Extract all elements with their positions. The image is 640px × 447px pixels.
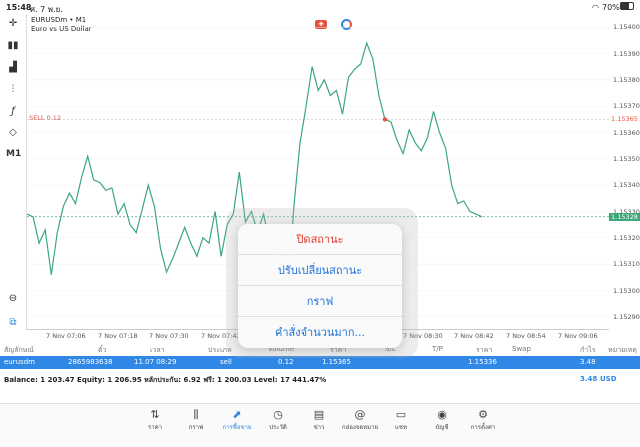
price-series-line: [27, 41, 483, 291]
indicators-icon[interactable]: ⫶: [11, 84, 15, 95]
row-volume: 0.12: [278, 358, 294, 366]
time-tick-label: 7 Nov 07:06: [46, 332, 86, 340]
chart-description: Euro vs US Dollar: [31, 25, 92, 33]
chart-symbol: EURUSDm • M1: [31, 16, 87, 24]
sell-level-label: SELL 0.12: [29, 114, 62, 122]
price-tick-label: 1.15300: [613, 286, 640, 295]
price-tick-label: 1.15390: [613, 49, 640, 58]
candles-icon: ⫼: [193, 408, 199, 421]
time-tick-label: 7 Nov 07:18: [98, 332, 138, 340]
time-tick-label: 7 Nov 08:30: [403, 332, 443, 340]
status-date: ศ. 7 พ.ย.: [30, 5, 63, 14]
one-click-circle-icon[interactable]: [341, 19, 352, 30]
shapes-icon[interactable]: ◇: [9, 127, 17, 138]
news-icon: ▤: [313, 408, 325, 421]
trade-chart-icon: ⬈: [232, 408, 242, 421]
col-comment: หมายเหตุ: [608, 346, 637, 354]
time-tick-label: 7 Nov 08:54: [506, 332, 546, 340]
chart-item[interactable]: กราฟ: [238, 286, 402, 317]
row-time: 11.07 08:29: [134, 358, 177, 366]
tab-account[interactable]: ◉ บัญชี: [422, 408, 462, 432]
sell-flag-icon[interactable]: ✚: [315, 20, 327, 29]
col-time: เวลา: [150, 346, 165, 354]
price-tick-label: 1.15350: [613, 154, 640, 163]
time-axis: 7 Nov 07:06 7 Nov 07:18 7 Nov 07:30 7 Nov 0…: [26, 330, 640, 342]
time-tick-label: 7 Nov 07:42: [201, 332, 241, 340]
modify-position-item[interactable]: ปรับเปลี่ยนสถานะ: [238, 255, 402, 286]
row-current-price: 1.15336: [468, 358, 497, 366]
balance-summary: Balance: 1 203.47 Equity: 1 206.95 หลักป…: [0, 373, 640, 385]
row-ticket: 2865983638: [68, 358, 113, 366]
tab-mailbox[interactable]: @ กล่องจดหมาย: [341, 408, 379, 431]
price-tick-label: 1.15360: [613, 128, 640, 137]
status-bar: 15:48 ศ. 7 พ.ย. ◠ 70%: [0, 0, 640, 14]
sort-arrows-icon: ⇅: [150, 408, 160, 421]
price-tick-label: 1.15340: [613, 181, 640, 190]
bottom-tab-bar: ⇅ ราคา ⫼ กราฟ ⬈ การซื้อขาย ◷ ประวัติ ▤ ข่าว @…: [0, 403, 640, 447]
sell-entry-marker: [382, 117, 388, 122]
tab-news[interactable]: ▤ ข่าว: [299, 408, 339, 432]
battery-level: 70%: [602, 3, 620, 12]
battery-icon: [620, 2, 634, 10]
wifi-icon: ◠: [592, 3, 599, 12]
col-volume: Volume: [268, 345, 295, 353]
tab-history[interactable]: ◷ ประวัติ: [258, 408, 298, 432]
row-profit: 3.48: [580, 358, 596, 366]
timeframe-button[interactable]: M1: [6, 149, 22, 159]
sell-price-badge: 1.15365: [609, 115, 640, 124]
col-current-price: ราคา: [476, 346, 493, 354]
col-sl: S/L: [385, 345, 396, 353]
account-icon: ◉: [437, 408, 447, 421]
tab-quotes[interactable]: ⇅ ราคา: [135, 408, 175, 432]
candles-icon[interactable]: ▮▮: [7, 40, 19, 51]
chat-icon: ▭: [395, 408, 407, 421]
col-ticket: ตั๋ว: [98, 346, 107, 354]
clock: 15:48: [6, 3, 32, 12]
col-swap: Swap: [512, 345, 531, 353]
gear-icon: ⚙: [478, 408, 488, 421]
col-symbol: สัญลักษณ์: [4, 346, 34, 354]
price-tick-label: 1.15400: [613, 23, 640, 32]
time-tick-label: 7 Nov 07:30: [149, 332, 189, 340]
bar-chart-icon[interactable]: ▟: [9, 62, 17, 73]
zoom-icon[interactable]: ⊖: [8, 293, 18, 304]
positions-table-header: สัญลักษณ์ ตั๋ว เวลา ประเภท Volume ราคา S…: [0, 342, 640, 356]
mail-at-icon: @: [354, 408, 366, 421]
price-tick-label: 1.15290: [613, 312, 640, 321]
tab-trade[interactable]: ⬈ การซื้อขาย: [217, 408, 257, 432]
tab-settings[interactable]: ⚙ การตั้งค่า: [463, 408, 503, 432]
col-tp: T/P: [432, 345, 443, 353]
price-tick-label: 1.15330: [613, 207, 640, 216]
currency: USD: [600, 375, 617, 383]
tab-chat[interactable]: ▭ แชท: [381, 408, 421, 432]
price-axis: 1.15400 1.15390 1.15380 1.15370 1.15360 1.153…: [609, 14, 640, 330]
col-type: ประเภท: [208, 346, 232, 354]
function-icon[interactable]: ƒ: [11, 106, 15, 117]
current-price-badge: 1.15328: [609, 212, 640, 221]
balance-text: Balance: 1 203.47 Equity: 1 206.95 หลักป…: [4, 376, 327, 384]
col-price: ราคา: [330, 346, 347, 354]
table-row[interactable]: eurusdm 2865983638 11.07 08:29 sell 0.12…: [0, 356, 640, 369]
price-tick-label: 1.15370: [613, 102, 640, 111]
total-profit: 3.48: [580, 375, 598, 383]
history-clock-icon: ◷: [273, 408, 283, 421]
one-click-trade-icon[interactable]: ⧉: [9, 317, 17, 328]
price-tick-label: 1.15310: [613, 260, 640, 269]
price-tick-label: 1.15380: [613, 75, 640, 84]
price-tick-label: 1.15320: [613, 233, 640, 242]
chart-toolbar: ✛ ▮▮ ▟ ⫶ ƒ ◇ M1 ⊖ ⧉: [0, 14, 26, 334]
time-tick-label: 7 Nov 08:42: [454, 332, 494, 340]
col-profit: กำไร: [580, 346, 596, 354]
crosshair-icon[interactable]: ✛: [8, 18, 18, 29]
tab-chart[interactable]: ⫼ กราฟ: [176, 408, 216, 432]
row-symbol: eurusdm: [4, 358, 35, 366]
position-context-menu: ปิดสถานะ ปรับเปลี่ยนสถานะ กราฟ คำสั่งจำน…: [238, 224, 402, 348]
bulk-orders-item[interactable]: คำสั่งจำนวนมาก...: [274, 326, 366, 339]
row-open-price: 1.15365: [322, 358, 351, 366]
close-position-item[interactable]: ปิดสถานะ: [238, 224, 402, 255]
time-tick-label: 7 Nov 09:06: [558, 332, 598, 340]
row-type: sell: [220, 358, 232, 366]
